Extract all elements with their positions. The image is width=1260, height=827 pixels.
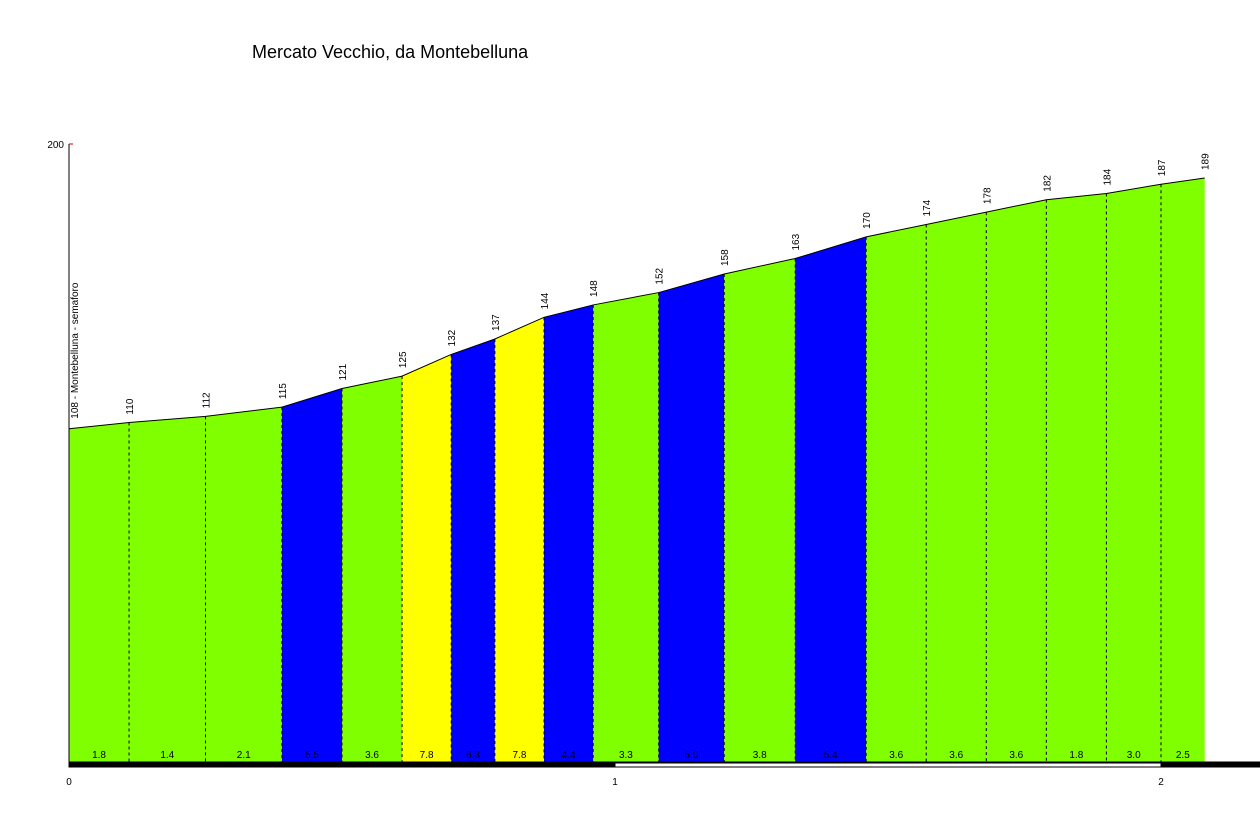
segments-layer	[69, 178, 1205, 764]
chart-title: Mercato Vecchio, da Montebelluna	[252, 42, 529, 62]
elevation-label: 121	[338, 363, 349, 380]
segment-1	[129, 416, 206, 763]
gradient-label: 3.8	[753, 750, 767, 761]
segment-3	[281, 388, 342, 763]
segment-13	[866, 224, 927, 764]
elevation-label: 184	[1102, 168, 1113, 185]
start-label: 108 - Montebelluna - semaforo	[70, 282, 81, 419]
elevation-label: 110	[125, 398, 136, 414]
outline-layer	[68, 177, 1205, 430]
segment-18	[1161, 178, 1205, 764]
y-tick-label: 200	[47, 140, 64, 151]
gradient-label: 3.6	[365, 750, 379, 761]
elevation-label: 137	[491, 314, 502, 331]
gradient-label: 3.3	[619, 750, 633, 761]
x-tick-label: 1	[612, 777, 618, 788]
segment-7	[494, 317, 545, 763]
elevation-label: 148	[589, 280, 600, 297]
elevation-label: 125	[398, 351, 409, 368]
elevation-label: 144	[540, 292, 551, 309]
scale-bar-2	[1160, 761, 1260, 768]
elevation-label: 187	[1157, 159, 1168, 176]
segment-10	[658, 273, 725, 763]
elevation-label: 132	[447, 329, 458, 346]
gradient-label: 7.8	[420, 750, 434, 761]
elevation-label: 178	[982, 187, 993, 204]
x-tick-label: 2	[1158, 777, 1164, 788]
x-tick-label: 0	[66, 777, 72, 788]
elevation-label: 189	[1201, 153, 1212, 170]
elevation-label: 152	[655, 267, 666, 284]
gradient-label: 2.5	[1176, 750, 1190, 761]
segment-9	[593, 292, 659, 763]
segment-4	[342, 376, 403, 763]
gradient-label: 3.6	[889, 750, 903, 761]
segment-17	[1106, 184, 1161, 764]
elevation-label: 158	[720, 249, 731, 266]
elevation-label: 170	[862, 212, 873, 229]
segment-15	[986, 199, 1047, 763]
gradient-label: 4.4	[562, 750, 576, 761]
gradient-label: 5.4	[824, 750, 838, 761]
elevation-label: 174	[922, 199, 933, 216]
gradient-label: 3.6	[949, 750, 963, 761]
gradient-label: 6.3	[466, 750, 480, 761]
gradient-label: 2.1	[237, 750, 251, 761]
gradient-label: 5.5	[305, 750, 319, 761]
segment-6	[451, 338, 495, 763]
profile-outline	[68, 177, 1205, 430]
labels-layer: 0 1 2 1.8 1.4 2.1 5.5 3.6 7.8 6.3 7.8 4.4 3.3 5.0 3.8 5…	[66, 153, 1211, 788]
gradient-label: 5.0	[684, 750, 698, 761]
elevation-label: 182	[1042, 175, 1053, 192]
gradient-label: 1.4	[160, 750, 174, 761]
elevation-label: 163	[791, 233, 802, 250]
gradient-label: 3.6	[1009, 750, 1023, 761]
segment-5	[402, 354, 452, 763]
elevation-label: 112	[202, 392, 213, 408]
dividers-layer	[128, 184, 1162, 763]
gradient-label: 3.0	[1127, 750, 1141, 761]
elevation-label: 115	[278, 383, 289, 399]
segment-2	[205, 407, 282, 763]
segment-8	[544, 304, 594, 763]
segment-14	[926, 212, 987, 764]
gradient-label: 1.8	[92, 750, 106, 761]
segment-12	[795, 236, 867, 764]
gradient-label: 7.8	[512, 750, 526, 761]
gradient-label: 1.8	[1069, 750, 1083, 761]
segment-11	[724, 258, 796, 763]
segment-16	[1046, 193, 1107, 763]
segment-0	[69, 422, 130, 763]
axis-layer: 200	[47, 140, 1260, 768]
